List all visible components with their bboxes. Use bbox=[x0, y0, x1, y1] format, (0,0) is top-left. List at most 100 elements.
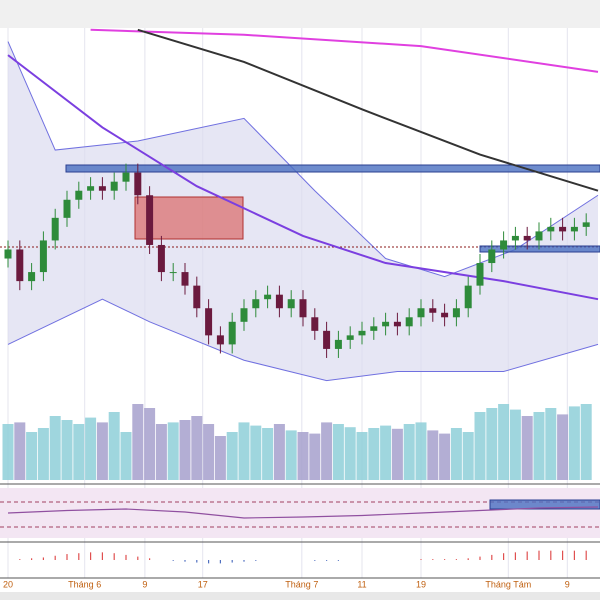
candle-body bbox=[370, 326, 378, 331]
candle-body bbox=[157, 244, 165, 273]
volume-bar bbox=[250, 425, 262, 480]
volume-bar bbox=[85, 417, 97, 480]
candle-body bbox=[51, 217, 59, 241]
candle-body bbox=[488, 249, 496, 264]
candle-body bbox=[547, 226, 555, 232]
candle-body bbox=[358, 330, 366, 336]
volume-bar bbox=[509, 409, 521, 480]
candle-body bbox=[405, 317, 413, 327]
band-fill bbox=[8, 41, 598, 381]
candle-body bbox=[323, 330, 331, 349]
x-tick-label: 20 bbox=[3, 579, 13, 589]
candle-body bbox=[16, 249, 24, 282]
candle-body bbox=[559, 226, 567, 232]
candle-body bbox=[75, 190, 83, 200]
volume-bar bbox=[568, 406, 580, 480]
volume-bar bbox=[356, 432, 368, 480]
top-bar bbox=[0, 0, 600, 28]
rsi-bar bbox=[489, 499, 600, 510]
x-tick-label: 9 bbox=[142, 579, 147, 589]
candle-body bbox=[252, 299, 260, 309]
volume-bar bbox=[191, 416, 203, 480]
volume-bar bbox=[368, 428, 380, 480]
volume-bar bbox=[108, 412, 120, 480]
volume-bar bbox=[26, 432, 38, 480]
candle-body bbox=[110, 181, 118, 191]
volume-bar bbox=[380, 425, 392, 480]
candle-body bbox=[523, 235, 531, 241]
volume-bar bbox=[226, 432, 238, 480]
candle-body bbox=[193, 285, 201, 309]
volume-bar bbox=[37, 428, 49, 480]
candle-body bbox=[393, 321, 401, 327]
candle-body bbox=[429, 308, 437, 313]
candle-body bbox=[228, 321, 236, 345]
x-tick-label: Tháng Tám bbox=[485, 579, 531, 589]
candle-body bbox=[417, 308, 425, 318]
x-tick-label: 19 bbox=[416, 579, 426, 589]
resistance-bar bbox=[65, 164, 600, 173]
rsi-bg bbox=[0, 488, 600, 538]
volume-bar bbox=[132, 404, 144, 480]
volume-bar bbox=[580, 404, 592, 480]
volume-bar bbox=[179, 420, 191, 480]
volume-bar bbox=[450, 428, 462, 480]
volume-bar bbox=[49, 416, 61, 480]
candle-body bbox=[87, 186, 95, 191]
band-lower bbox=[7, 298, 599, 382]
x-tick-label: Tháng 7 bbox=[285, 579, 318, 589]
candle-body bbox=[240, 308, 248, 322]
volume-bar bbox=[462, 432, 474, 480]
volume-bar bbox=[273, 424, 285, 480]
candle-body bbox=[500, 240, 508, 250]
volume-bar bbox=[521, 416, 533, 480]
candle-body bbox=[346, 335, 354, 340]
volume-bar bbox=[309, 433, 321, 480]
candle-body bbox=[122, 172, 130, 182]
x-tick-label: 17 bbox=[198, 579, 208, 589]
volume-bar bbox=[61, 420, 73, 480]
candle-body bbox=[146, 195, 154, 245]
candle-body bbox=[464, 285, 472, 309]
volume-bar bbox=[533, 412, 545, 480]
volume-bar bbox=[344, 427, 356, 480]
candle-body bbox=[476, 263, 484, 286]
volume-bar bbox=[238, 422, 250, 480]
volume-bar bbox=[332, 424, 344, 480]
candle-body bbox=[299, 299, 307, 318]
candle-body bbox=[582, 222, 590, 227]
candle-body bbox=[4, 249, 12, 259]
candle-body bbox=[311, 317, 319, 331]
volume-bar bbox=[96, 422, 108, 480]
candle-body bbox=[216, 335, 224, 345]
volume-bar bbox=[557, 414, 569, 480]
candle-body bbox=[205, 308, 213, 336]
ma-line bbox=[90, 28, 599, 73]
candle-body bbox=[98, 186, 106, 191]
volume-bar bbox=[167, 422, 179, 480]
x-tick-label: Tháng 6 bbox=[68, 579, 101, 589]
candle-body bbox=[28, 272, 36, 282]
volume-bar bbox=[486, 408, 498, 480]
volume-bar bbox=[391, 428, 403, 480]
candle-body bbox=[134, 172, 142, 196]
x-tick-label: 11 bbox=[357, 579, 366, 589]
ma-line bbox=[7, 54, 599, 301]
volume-bar bbox=[415, 422, 427, 480]
volume-bar bbox=[73, 424, 85, 480]
volume-bar bbox=[144, 408, 156, 480]
volume-bar bbox=[427, 430, 439, 480]
candle-body bbox=[63, 199, 71, 218]
candle-body bbox=[181, 272, 189, 286]
volume-bar bbox=[545, 408, 557, 480]
volume-bar bbox=[474, 412, 486, 480]
volume-bar bbox=[262, 428, 274, 480]
ma-line bbox=[137, 28, 599, 192]
volume-bar bbox=[2, 424, 14, 480]
volume-bar bbox=[120, 432, 132, 480]
volume-bar bbox=[439, 433, 451, 480]
candle-body bbox=[264, 294, 272, 300]
candle-body bbox=[169, 272, 177, 274]
volume-bar bbox=[203, 424, 215, 480]
support-bar bbox=[479, 245, 600, 253]
